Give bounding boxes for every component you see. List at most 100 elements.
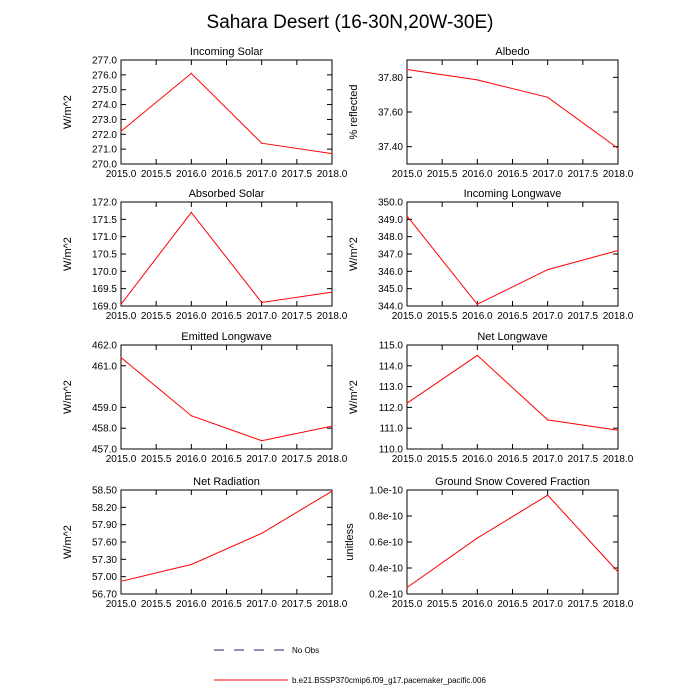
y-tick-label: 58.50 [92, 486, 117, 497]
data-point [617, 249, 619, 252]
data-point [331, 291, 333, 293]
x-tick-label: 2016.5 [497, 169, 528, 180]
panel-8: Ground Snow Covered Fraction 2015.0 2015.5… [344, 476, 634, 610]
x-tick-label: 2017.0 [246, 454, 277, 465]
x-tick-label: 2018.0 [603, 599, 634, 610]
y-axis-label: W/m^2 [62, 95, 74, 129]
x-tick-label: 2015.0 [392, 169, 423, 180]
y-tick-label: 112.0 [379, 403, 404, 414]
data-point [476, 354, 478, 356]
y-tick-label: 348.0 [378, 232, 403, 243]
y-tick-label: 115.0 [379, 341, 404, 352]
y-axis-label: W/m^2 [348, 237, 360, 271]
panel-2: Albedo 2015.0 2015.5 2016.0 2016.5 2017.0 2017… [348, 46, 634, 180]
data-point [190, 211, 192, 213]
y-tick-label: 0.6e-10 [369, 538, 403, 549]
series-line [406, 354, 619, 431]
y-tick-label: 111.0 [379, 424, 403, 435]
x-tick-label: 2015.0 [106, 454, 137, 465]
x-tick-label: 2015.5 [427, 599, 458, 610]
y-tick-label: 169.5 [92, 284, 117, 295]
x-tick-label: 2017.5 [568, 599, 599, 610]
y-tick-label: 462.0 [92, 341, 117, 352]
x-tick-label: 2016.5 [497, 599, 528, 610]
data-point [190, 563, 192, 566]
panel-5: Emitted Longwave 2015.0 2015.5 2016.0 2016.5… [62, 331, 348, 465]
x-tick-label: 2015.5 [141, 311, 172, 322]
y-tick-label: 113.0 [379, 382, 404, 393]
y-tick-label: 276.0 [92, 70, 117, 81]
x-tick-label: 2017.0 [532, 169, 563, 180]
data-point [331, 490, 333, 492]
y-tick-label: 275.0 [92, 85, 117, 96]
y-tick-label: 350.0 [378, 198, 403, 209]
x-tick-label: 2016.5 [211, 454, 242, 465]
series-line [120, 357, 333, 442]
x-tick-label: 2015.0 [392, 599, 423, 610]
y-tick-label: 273.0 [92, 115, 117, 126]
data-point [331, 153, 333, 155]
y-tick-label: 172.0 [92, 198, 117, 209]
panel-1: Incoming Solar 2015.0 2015.5 2016.0 2016.5 20… [62, 46, 348, 180]
plot-frame [120, 489, 333, 595]
series-line [120, 490, 333, 582]
y-tick-label: 274.0 [92, 100, 117, 111]
x-tick-label: 2015.5 [427, 169, 458, 180]
y-tick-label: 171.5 [92, 215, 117, 226]
plot-frame [120, 59, 333, 165]
y-tick-label: 346.0 [378, 267, 403, 278]
y-tick-label: 170.0 [92, 267, 117, 278]
panel-6: Net Longwave 2015.0 2015.5 2016.0 2016.5 2017… [348, 331, 634, 465]
data-point [476, 303, 478, 305]
y-tick-label: 0.4e-10 [369, 564, 403, 575]
plot-frame [406, 344, 619, 450]
x-tick-label: 2017.0 [246, 599, 277, 610]
plot-frame [406, 489, 619, 595]
y-tick-label: 277.0 [92, 56, 117, 67]
legend: No Obs b.e21.BSSP370cmip6.f09_g17.pacema… [214, 646, 486, 685]
panel-title: Net Radiation [193, 476, 260, 488]
y-axis-label: W/m^2 [348, 380, 360, 414]
data-point [120, 303, 122, 305]
y-tick-label: 37.60 [378, 108, 403, 119]
y-tick-label: 272.0 [92, 130, 117, 141]
x-tick-label: 2017.0 [532, 599, 563, 610]
data-point [120, 130, 122, 132]
x-tick-label: 2015.0 [392, 311, 423, 322]
x-tick-label: 2015.5 [427, 454, 458, 465]
data-point [476, 537, 478, 539]
x-tick-label: 2017.5 [282, 454, 313, 465]
y-tick-label: 57.30 [92, 555, 117, 566]
x-tick-label: 2016.0 [462, 311, 493, 322]
x-tick-label: 2016.0 [176, 454, 207, 465]
panel-title: Albedo [495, 46, 529, 58]
x-tick-label: 2016.0 [462, 599, 493, 610]
y-tick-label: 349.0 [378, 215, 403, 226]
data-point [617, 429, 619, 431]
y-tick-label: 170.5 [92, 250, 117, 261]
data-point [190, 72, 192, 74]
y-tick-label: 110.0 [379, 445, 404, 456]
series-line [406, 494, 619, 588]
data-point [406, 586, 408, 589]
x-tick-label: 2017.0 [532, 454, 563, 465]
y-tick-label: 57.90 [92, 520, 117, 531]
x-tick-label: 2015.5 [141, 169, 172, 180]
y-tick-label: 171.0 [92, 232, 117, 243]
plot-frame [406, 201, 619, 307]
panel-3: Absorbed Solar 2015.0 2015.5 2016.0 2016.5 20… [62, 188, 348, 322]
y-tick-label: 457.0 [92, 445, 117, 456]
y-tick-label: 58.20 [92, 503, 117, 514]
x-tick-label: 2017.5 [568, 311, 599, 322]
x-tick-label: 2015.0 [392, 454, 423, 465]
y-tick-label: 169.0 [92, 302, 117, 313]
data-point [261, 301, 263, 304]
x-tick-label: 2016.5 [211, 169, 242, 180]
x-tick-label: 2017.5 [282, 311, 313, 322]
x-tick-label: 2015.0 [106, 311, 137, 322]
data-point [261, 532, 263, 534]
panel-7: Net Radiation 2015.0 2015.5 2016.0 2016.5 201… [62, 476, 348, 610]
x-tick-label: 2016.0 [176, 599, 207, 610]
series-line [406, 69, 619, 149]
